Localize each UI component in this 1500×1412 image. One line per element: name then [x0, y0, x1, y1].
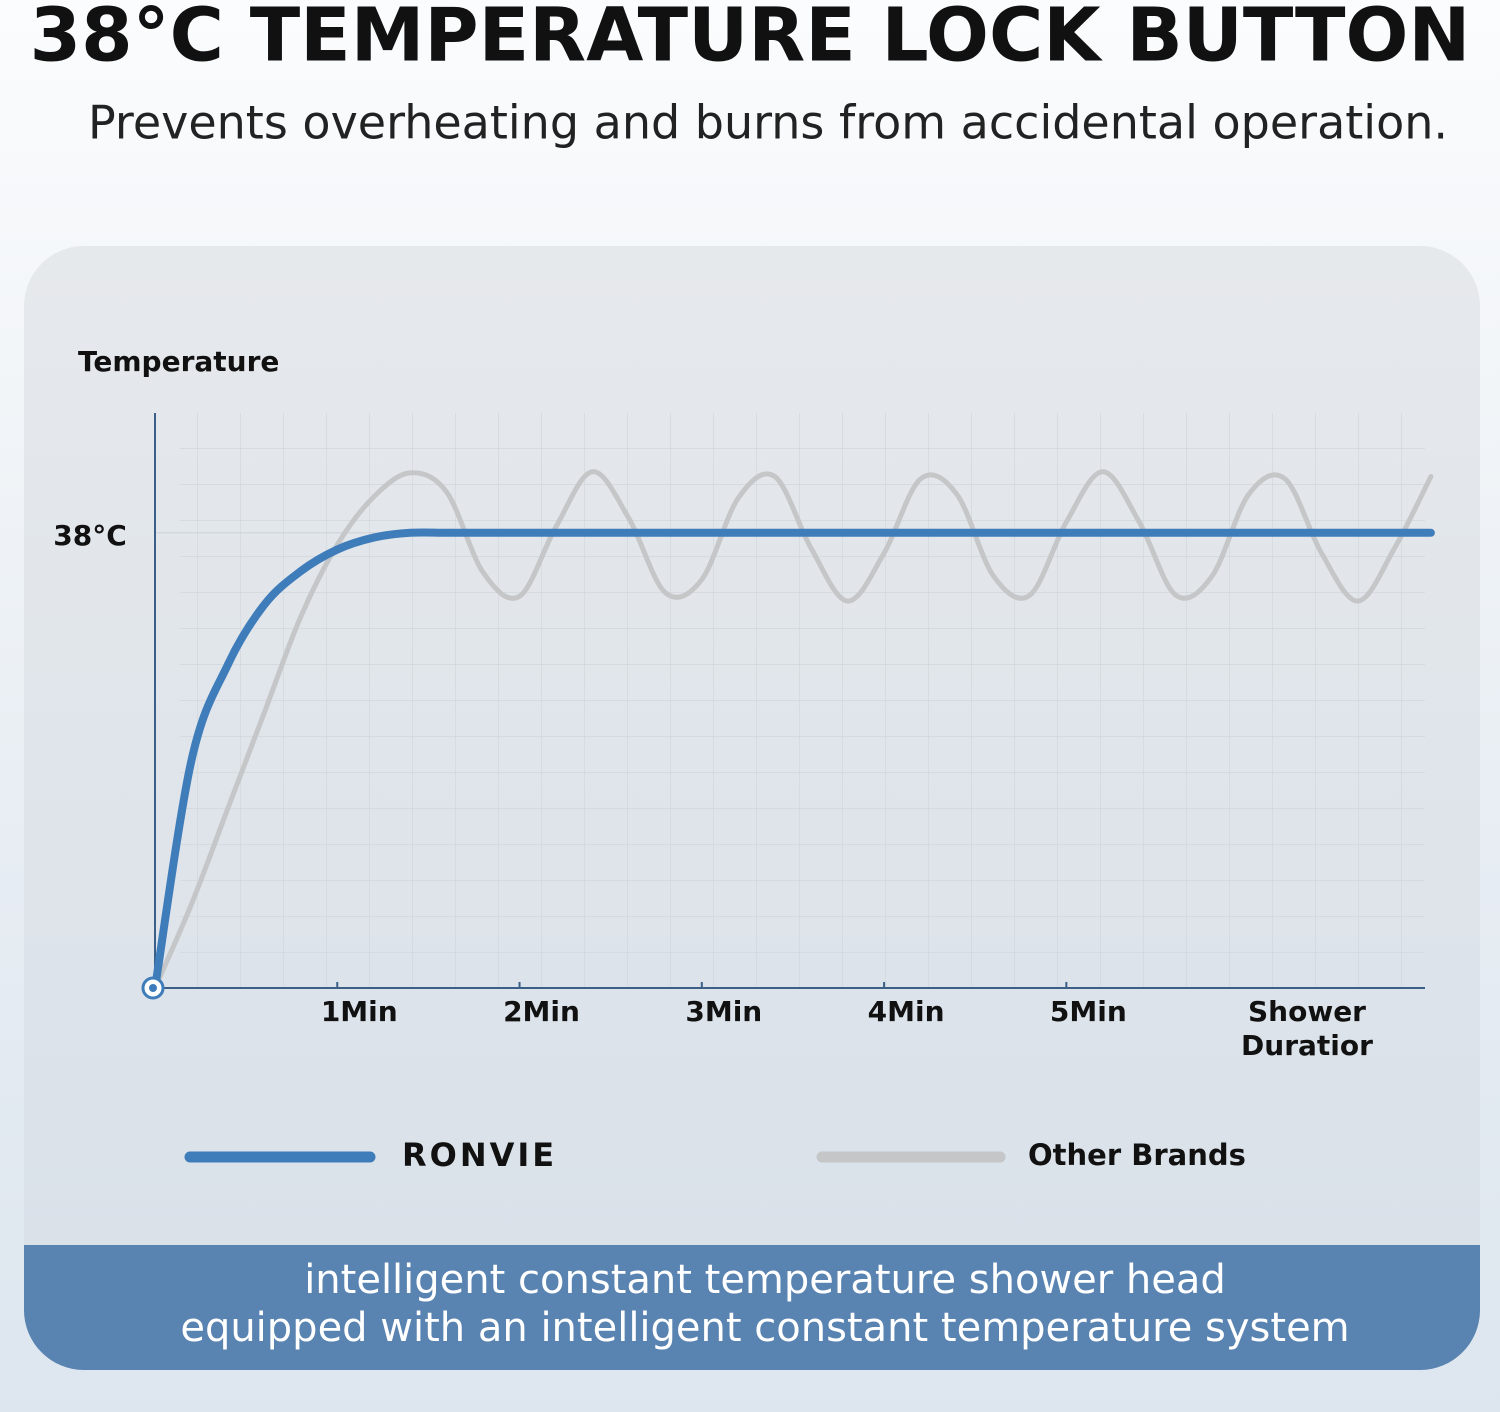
y-tick-label: 38°C	[53, 519, 127, 552]
grid-pattern	[180, 413, 1425, 988]
x-axis-label: Shower Duratior	[1241, 995, 1373, 1062]
footer-line: intelligent constant temperature shower …	[304, 1257, 1226, 1303]
footer-line: equipped with an intelligent constant te…	[180, 1305, 1349, 1351]
series-line	[152, 469, 1434, 991]
plot: 38°C 1Min 2Min 3Min 4Min 5Min RONVIE Other Bran…	[53, 413, 1435, 1174]
origin-dot	[149, 984, 157, 992]
legend-label: Other Brands	[1028, 1138, 1246, 1172]
title: 38°C TEMPERATURE LOCK BUTTON	[30, 0, 1471, 79]
legend-label: RONVIE	[402, 1136, 557, 1174]
x-tick-label: 4Min	[868, 995, 945, 1028]
footer-band	[24, 1245, 1480, 1370]
x-tick-label: 5Min	[1050, 995, 1127, 1028]
x-tick-label: 1Min	[321, 995, 398, 1028]
y-axis-label: Temperature	[78, 345, 279, 378]
x-tick-label: 3Min	[685, 995, 762, 1028]
card	[24, 246, 1480, 1370]
subtitle: Prevents overheating and burns from acci…	[88, 96, 1448, 150]
series-line	[151, 528, 1435, 992]
x-tick-label: 2Min	[503, 995, 580, 1028]
